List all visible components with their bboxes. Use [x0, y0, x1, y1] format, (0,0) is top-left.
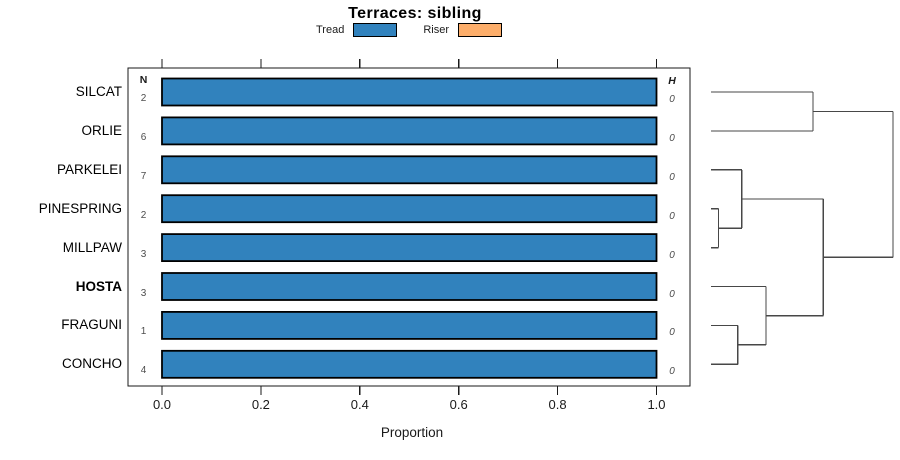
x-axis-title: Proportion — [380, 425, 444, 440]
n-value: 3 — [140, 287, 147, 299]
legend-item: Tread — [316, 23, 398, 37]
plot-box — [127, 67, 691, 387]
bar-segment-tread — [161, 233, 658, 263]
row-label: HOSTA — [75, 278, 122, 294]
legend-swatch-tread — [353, 23, 398, 37]
legend-label: Riser — [423, 24, 449, 36]
h-value: 0 — [669, 94, 675, 105]
n-value: 2 — [140, 93, 147, 104]
bar-segment-tread — [161, 116, 658, 146]
h-value: 0 — [669, 327, 675, 339]
row-label: FRAGUNI — [61, 317, 122, 333]
row-label: SILCAT — [75, 84, 122, 99]
bar-segment-tread — [161, 349, 658, 379]
n-value: 4 — [140, 365, 147, 377]
n-value: 7 — [140, 170, 147, 182]
h-value: 0 — [669, 171, 675, 183]
chart-title: Terraces: sibling — [348, 5, 482, 22]
n-value: 2 — [140, 209, 147, 221]
bar-segment-tread — [161, 272, 658, 301]
x-tick-label: 0.4 — [350, 397, 369, 412]
n-value: 3 — [140, 248, 147, 260]
n-column-header: N — [139, 74, 148, 86]
h-column-header: H — [668, 75, 676, 87]
row-label: ORLIE — [81, 122, 122, 138]
legend-swatch-riser — [458, 23, 502, 37]
row-label: CONCHO — [62, 356, 122, 372]
legend-item: Riser — [423, 23, 502, 37]
h-value: 0 — [669, 288, 675, 300]
bar-segment-tread — [161, 194, 658, 224]
n-value: 6 — [140, 131, 147, 143]
h-value: 0 — [669, 210, 675, 222]
row-label: PARKELEI — [56, 161, 122, 177]
legend-label: Tread — [316, 24, 345, 36]
x-tick-label: 0.0 — [152, 397, 172, 412]
row-label: PINESPRING — [38, 200, 122, 216]
bar-segment-tread — [161, 155, 658, 185]
x-tick-label: 1.0 — [647, 397, 666, 412]
h-value: 0 — [669, 366, 675, 378]
x-tick-label: 0.6 — [449, 397, 468, 412]
h-value: 0 — [669, 249, 675, 261]
x-tick-label: 0.2 — [251, 397, 270, 412]
row-label: MILLPAW — [62, 239, 122, 255]
n-value: 1 — [140, 326, 147, 338]
h-value: 0 — [669, 132, 675, 144]
x-tick-label: 0.8 — [548, 397, 567, 412]
bar-segment-tread — [161, 310, 658, 340]
bar-segment-tread — [161, 77, 658, 107]
legend: Tread Riser — [0, 23, 818, 37]
